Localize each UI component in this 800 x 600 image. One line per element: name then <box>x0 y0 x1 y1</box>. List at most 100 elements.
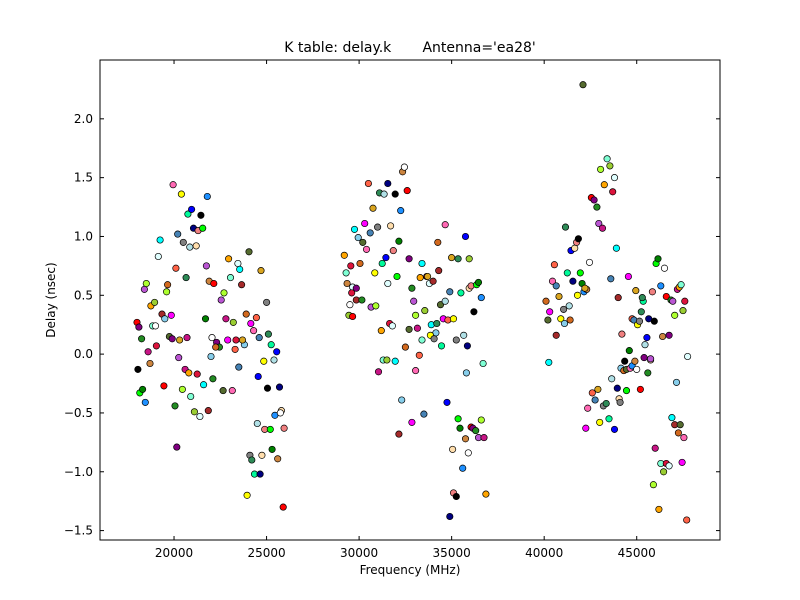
data-point <box>169 181 177 189</box>
data-point <box>184 210 192 218</box>
data-point <box>607 275 615 283</box>
data-point <box>566 316 574 324</box>
data-point <box>448 254 456 262</box>
data-point <box>433 319 441 328</box>
data-point <box>654 255 662 263</box>
y-tick-label: 1.5 <box>74 171 93 185</box>
data-point <box>350 225 359 233</box>
data-point <box>382 254 390 262</box>
data-point <box>605 415 613 423</box>
data-point <box>474 278 483 286</box>
data-point <box>176 336 184 344</box>
data-point <box>234 259 242 268</box>
data-point <box>430 335 438 343</box>
data-point <box>245 248 253 256</box>
data-point <box>479 359 487 368</box>
data-point <box>183 334 191 342</box>
data-point <box>389 247 397 255</box>
data-point <box>456 424 464 432</box>
data-point <box>347 262 355 270</box>
data-point <box>684 352 692 361</box>
data-point <box>254 372 262 381</box>
data-point <box>264 330 272 338</box>
data-point <box>226 274 235 282</box>
data-point <box>222 315 230 323</box>
data-point <box>371 269 379 277</box>
data-point <box>366 229 374 237</box>
data-point <box>258 451 266 459</box>
data-point <box>581 284 589 292</box>
data-point <box>680 434 688 442</box>
data-point <box>552 331 560 339</box>
data-point <box>635 317 644 325</box>
data-point <box>197 211 205 219</box>
y-tick-label: −1.5 <box>64 524 93 538</box>
data-point <box>573 291 582 299</box>
data-point <box>408 418 416 426</box>
data-point <box>225 255 233 263</box>
data-point <box>588 389 596 397</box>
data-point <box>612 244 620 252</box>
data-point <box>649 481 657 489</box>
data-point <box>560 319 569 328</box>
data-point <box>352 284 360 292</box>
data-point <box>164 281 172 289</box>
x-tick-label: 40000 <box>525 546 563 560</box>
y-tick-label: 2.0 <box>74 112 93 126</box>
data-point <box>637 308 645 316</box>
data-point <box>200 381 208 389</box>
x-tick-label: 35000 <box>433 546 471 560</box>
data-point <box>140 285 148 293</box>
data-point <box>378 259 386 268</box>
data-point <box>614 294 622 302</box>
data-point <box>134 365 142 373</box>
data-point <box>647 355 655 363</box>
data-point <box>372 302 380 310</box>
data-point <box>424 272 432 281</box>
data-point <box>380 190 388 198</box>
data-point <box>391 357 399 365</box>
data-point <box>552 282 560 290</box>
data-point <box>393 272 401 281</box>
data-point <box>210 279 218 288</box>
data-point <box>188 205 196 213</box>
data-point <box>420 410 428 418</box>
data-point <box>168 335 176 343</box>
data-point <box>408 284 416 292</box>
data-point <box>579 81 587 89</box>
data-point <box>544 316 552 324</box>
data-point <box>569 277 577 285</box>
data-point <box>229 318 237 326</box>
data-point <box>429 277 437 285</box>
data-point <box>671 311 679 319</box>
data-point <box>457 289 465 297</box>
data-point <box>383 356 391 364</box>
data-point <box>454 255 462 263</box>
data-point <box>643 334 651 342</box>
data-point <box>280 424 288 432</box>
data-point <box>252 314 260 322</box>
data-point <box>465 255 473 263</box>
data-point <box>207 352 215 361</box>
data-point <box>270 356 278 364</box>
x-tick-label: 20000 <box>155 546 193 560</box>
data-point <box>256 470 264 478</box>
data-point <box>387 222 395 230</box>
data-point <box>609 188 617 196</box>
data-point <box>610 174 619 182</box>
data-point <box>203 192 211 201</box>
data-point <box>391 190 399 198</box>
data-point <box>348 289 356 297</box>
data-point <box>633 365 641 373</box>
data-point <box>608 375 616 383</box>
y-axis-label: Delay (nsec) <box>44 262 58 337</box>
data-point <box>441 221 449 229</box>
data-point <box>219 387 227 395</box>
data-point <box>374 368 383 376</box>
data-point <box>266 425 274 433</box>
data-point <box>374 223 382 231</box>
data-point <box>268 445 276 453</box>
data-point <box>596 418 604 426</box>
data-point <box>678 458 686 466</box>
